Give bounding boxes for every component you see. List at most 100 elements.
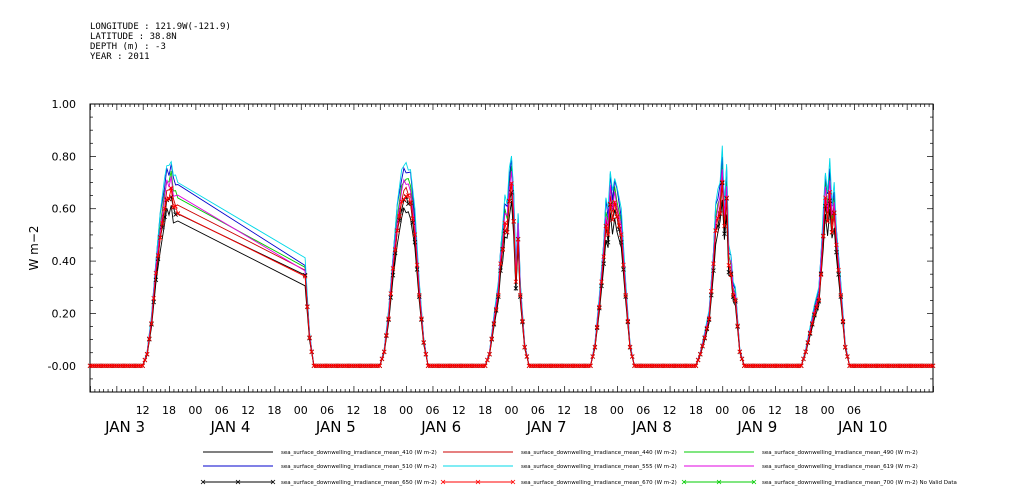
- data-point-marker: [845, 354, 850, 359]
- data-point-marker: [739, 356, 745, 362]
- legend-label: sea_surface_downwelling_irradiance_mean_…: [281, 464, 437, 470]
- data-point-marker: [498, 261, 503, 266]
- data-point-marker: [605, 232, 611, 237]
- x-tick-label: 18: [584, 404, 598, 417]
- data-point-marker: [820, 233, 826, 239]
- x-tick-label: 18: [162, 404, 176, 417]
- x-tick-label: 18: [689, 404, 703, 417]
- data-point-marker: [704, 325, 710, 331]
- data-point-marker: [814, 304, 819, 310]
- data-point-marker: [805, 339, 811, 345]
- data-point-marker: [406, 193, 411, 198]
- x-tick-label: 12: [557, 404, 571, 417]
- metadata-header: LONGITUDE : 121.9W(-121.9) LATITUDE : 38…: [90, 22, 231, 62]
- data-point-marker: [838, 292, 844, 298]
- data-point-marker: [160, 224, 165, 230]
- data-point-marker: [397, 218, 402, 223]
- x-tick-label: 00: [188, 404, 202, 417]
- x-tick-label: 12: [663, 404, 677, 417]
- x-tick-label: 18: [267, 404, 281, 417]
- latitude-text: LATITUDE : 38.8N: [90, 32, 177, 42]
- data-point-marker: [302, 272, 308, 278]
- data-point-marker: [698, 351, 703, 357]
- data-point-marker: [517, 292, 523, 298]
- data-point-marker: [623, 292, 628, 298]
- data-point-marker: [730, 292, 736, 298]
- data-point-marker: [149, 321, 154, 326]
- x-tick-label: 12: [241, 404, 255, 417]
- data-point-marker: [597, 304, 602, 310]
- data-point-marker: [590, 354, 596, 359]
- data-point-marker: [302, 273, 308, 279]
- data-point-marker: [493, 306, 499, 312]
- x-tick-label: 06: [215, 404, 229, 417]
- x-tick-label: 18: [373, 404, 387, 417]
- legend-marker: [475, 479, 481, 485]
- data-point-marker: [836, 267, 841, 273]
- x-tick-label: 18: [794, 404, 808, 417]
- data-point-marker: [395, 228, 400, 234]
- data-point-marker: [513, 286, 519, 291]
- depth-text: DEPTH (m) : -3: [90, 42, 166, 52]
- data-point-marker: [515, 237, 521, 242]
- series-markers-8: [87, 179, 936, 369]
- x-day-label: JAN 7: [526, 418, 567, 436]
- legend-label: sea_surface_downwelling_irradiance_mean_…: [281, 450, 437, 456]
- x-tick-label: 12: [346, 404, 360, 417]
- data-point-marker: [397, 213, 402, 219]
- data-point-marker: [605, 239, 611, 245]
- data-point-marker: [491, 321, 497, 326]
- data-point-marker: [410, 220, 415, 225]
- longitude-text: LONGITUDE : 121.9W(-121.9): [90, 22, 231, 32]
- data-point-marker: [144, 351, 150, 357]
- x-tick-label: 00: [505, 404, 519, 417]
- data-point-marker: [713, 228, 718, 234]
- legend: sea_surface_downwelling_irradiance_mean_…: [200, 450, 957, 486]
- data-point-marker: [168, 186, 174, 191]
- data-point-marker: [930, 363, 936, 369]
- legend-label: sea_surface_downwelling_irradiance_mean_…: [762, 480, 957, 486]
- data-point-marker: [728, 272, 734, 277]
- data-point-marker: [157, 235, 163, 241]
- data-point-marker: [715, 215, 721, 221]
- data-point-marker: [520, 318, 525, 324]
- x-tick-label: 06: [636, 404, 650, 417]
- data-point-marker: [513, 279, 519, 285]
- x-tick-label: 00: [399, 404, 413, 417]
- data-point-marker: [625, 318, 631, 324]
- data-point-marker: [722, 223, 727, 229]
- data-point-marker: [496, 292, 501, 298]
- data-point-marker: [823, 195, 828, 201]
- data-point-marker: [724, 195, 729, 201]
- data-point-marker: [834, 242, 839, 248]
- data-point-marker: [601, 254, 606, 259]
- series-line-6: [90, 169, 933, 367]
- x-tick-label: 06: [531, 404, 545, 417]
- data-point-marker: [160, 220, 165, 226]
- data-point-marker: [842, 344, 848, 350]
- data-point-marker: [695, 357, 701, 363]
- data-point-marker: [711, 268, 716, 273]
- data-point-marker: [618, 232, 624, 237]
- data-point-marker: [151, 295, 156, 301]
- data-point-marker: [702, 335, 707, 340]
- data-point-marker: [700, 343, 705, 349]
- data-point-marker: [511, 219, 516, 224]
- data-point-marker: [737, 349, 743, 354]
- data-point-marker: [823, 203, 828, 209]
- x-day-label: JAN 6: [420, 418, 461, 436]
- data-point-marker: [599, 279, 604, 285]
- y-tick-label: 0.80: [52, 150, 77, 163]
- data-point-marker: [829, 230, 835, 235]
- x-day-label: JAN 4: [210, 418, 251, 436]
- data-point-marker: [812, 311, 817, 317]
- x-day-label: JAN 10: [837, 418, 888, 436]
- data-point-marker: [381, 349, 387, 354]
- data-point-marker: [410, 216, 415, 221]
- data-point-marker: [482, 363, 488, 369]
- x-tick-label: 00: [294, 404, 308, 417]
- legend-marker: [716, 479, 722, 485]
- data-point-marker: [390, 266, 396, 271]
- legend-label: sea_surface_downwelling_irradiance_mean_…: [281, 480, 437, 486]
- data-point-marker: [840, 318, 846, 324]
